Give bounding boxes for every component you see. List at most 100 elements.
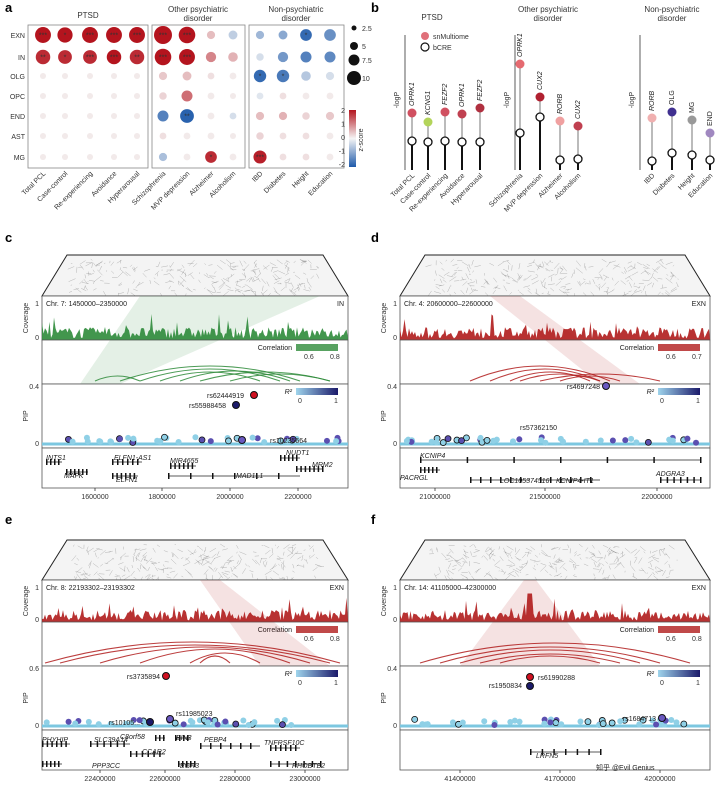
hic-texture (269, 262, 276, 266)
hic-texture (554, 274, 558, 276)
hic-texture (534, 292, 541, 297)
hic-texture (672, 264, 675, 267)
hic-texture (594, 277, 601, 279)
gene-exon (186, 761, 188, 767)
hic-texture (142, 552, 147, 557)
heatmap-dot (279, 153, 287, 161)
gene-label: ELFN1 (116, 477, 138, 484)
hic-texture (652, 277, 659, 282)
hic-texture (242, 568, 247, 574)
hic-texture (143, 555, 145, 558)
hic-texture (628, 290, 632, 293)
heatmap-dot (179, 49, 195, 65)
gene-label: SLC39A14 (94, 737, 128, 744)
heatmap-dot (253, 150, 267, 164)
gene-exon (500, 477, 502, 483)
hic-texture (87, 281, 89, 283)
hic-texture (236, 551, 238, 554)
hic-texture (316, 273, 320, 279)
hic-texture (206, 288, 213, 295)
hic-texture (449, 548, 454, 554)
colorbar-label: z-score (358, 128, 365, 151)
heatmap-dot (205, 51, 217, 63)
r2-tick: 0 (660, 680, 664, 687)
hic-texture (293, 260, 296, 264)
hic-texture (287, 278, 291, 283)
hic-texture (469, 544, 473, 548)
snp-point (279, 721, 286, 729)
hic-texture (441, 267, 445, 271)
hic-texture (562, 567, 568, 571)
hic-texture (641, 567, 646, 574)
colorbar-tick: 0 (341, 135, 345, 142)
snp-point (510, 438, 517, 445)
snp-point (204, 719, 211, 726)
hic-texture (277, 555, 281, 559)
snp-point (116, 435, 123, 442)
gene-exon (133, 473, 136, 479)
gene-exon (322, 466, 324, 472)
hic-texture (222, 548, 228, 551)
heatmap-significance: *** (110, 55, 118, 62)
snp-point (639, 716, 647, 724)
correlation-label: Correlation (258, 627, 292, 634)
hic-texture (308, 282, 312, 288)
hic-texture (499, 556, 504, 561)
gene-exon (90, 741, 92, 747)
gene-exon (570, 477, 572, 483)
r2-label: R² (647, 389, 655, 396)
heatmap-dot (57, 27, 73, 43)
pip-tick: 0 (35, 441, 39, 448)
lollipop-snmultiome (535, 92, 545, 102)
size-legend-dot (351, 25, 357, 31)
gene-exon (424, 467, 426, 473)
zscore-colorbar (349, 110, 356, 167)
gene-exon (168, 473, 170, 479)
legend-snmultiome-dot (421, 32, 429, 40)
hic-texture (296, 564, 299, 567)
hic-texture (473, 561, 480, 564)
hic-texture (104, 562, 109, 565)
r2-tick: 0 (660, 398, 664, 405)
gene-exon (553, 749, 555, 755)
hic-texture (85, 262, 93, 267)
snp-point (198, 436, 206, 444)
heatmap-dot (324, 51, 336, 63)
heatmap-dot (86, 112, 94, 120)
hic-texture (70, 284, 73, 286)
heatmap-dot (229, 153, 237, 161)
x-tick-label: 42000000 (644, 776, 675, 783)
hic-texture (435, 573, 440, 577)
heatmap-dot (278, 111, 288, 121)
hic-texture (256, 273, 261, 279)
hic-texture (251, 573, 254, 578)
hic-texture (243, 268, 245, 271)
hic-texture (472, 289, 478, 291)
snp-point (459, 719, 466, 726)
heatmap-dot (279, 132, 287, 140)
interaction-arc (189, 652, 261, 664)
gene-exon (560, 477, 562, 483)
snp-point (516, 436, 523, 443)
gene-exon (693, 477, 695, 483)
gene-exon (680, 477, 682, 483)
hic-texture (220, 260, 226, 265)
hic-texture (284, 262, 289, 269)
hic-texture (170, 558, 177, 565)
hic-texture (76, 573, 82, 580)
hic-texture (442, 279, 447, 283)
pip-tick: 0 (35, 723, 39, 730)
interaction-arc (539, 373, 661, 382)
hic-texture (559, 266, 563, 271)
heatmap-significance: *** (39, 33, 47, 40)
gene-exon (82, 469, 84, 475)
heatmap-significance: *** (159, 55, 167, 62)
correlation-tick: 0.8 (692, 636, 702, 643)
hic-texture (290, 287, 294, 292)
hic-texture (653, 558, 660, 563)
hic-texture (449, 276, 457, 282)
heatmap-significance: * (210, 155, 213, 162)
hic-texture (106, 558, 114, 564)
hic-texture (647, 573, 653, 579)
hic-texture (261, 278, 266, 284)
